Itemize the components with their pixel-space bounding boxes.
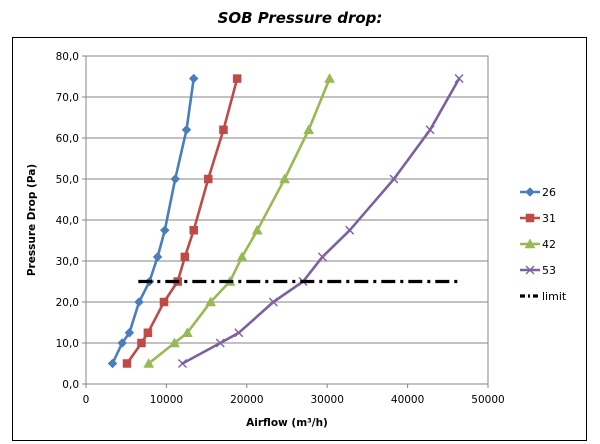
legend-item-31: 31 xyxy=(520,212,556,225)
series-line-42 xyxy=(147,77,331,365)
data-point-26 xyxy=(124,327,135,338)
x-tick-label: 20000 xyxy=(230,394,263,406)
data-point-42 xyxy=(324,73,336,83)
y-tick-label: 30,0 xyxy=(56,256,79,268)
y-tick-label: 10,0 xyxy=(56,338,79,350)
data-point-42 xyxy=(143,357,155,368)
x-tick-label: 40000 xyxy=(391,394,424,406)
data-point-26 xyxy=(188,73,199,84)
data-point-53 xyxy=(454,74,464,84)
series-line-26 xyxy=(111,77,195,365)
x-tick-label: 0 xyxy=(83,394,90,406)
legend-marker xyxy=(525,187,535,197)
data-point-53 xyxy=(317,252,327,262)
data-point-53 xyxy=(425,125,435,135)
y-tick-label: 20,0 xyxy=(56,297,79,309)
chart-title: SOB Pressure drop: xyxy=(217,9,383,27)
legend-label: 53 xyxy=(542,264,556,277)
y-tick-label: 0,0 xyxy=(62,379,79,391)
legend-label: 42 xyxy=(542,238,556,251)
series-26 xyxy=(107,73,199,369)
series-group xyxy=(107,73,464,369)
legend-label: 31 xyxy=(542,212,556,225)
data-point-31 xyxy=(232,74,242,83)
x-tick-label: 50000 xyxy=(471,394,504,406)
series-line-31 xyxy=(125,77,239,365)
data-point-26 xyxy=(134,297,144,307)
data-point-42 xyxy=(205,296,217,307)
data-point-26 xyxy=(107,358,118,369)
data-point-31 xyxy=(159,297,169,307)
series-line-53 xyxy=(181,77,461,365)
x-axis-ticks: 0 10000 20000 30000 40000 50000 xyxy=(83,384,505,406)
data-point-31 xyxy=(122,359,132,368)
series-53 xyxy=(177,74,464,368)
legend-label: 26 xyxy=(542,186,556,199)
data-point-31 xyxy=(203,174,213,184)
data-point-53 xyxy=(215,338,225,348)
data-point-53 xyxy=(177,359,187,368)
x-tick-label: 30000 xyxy=(310,394,343,406)
legend-marker xyxy=(525,265,535,275)
data-point-31 xyxy=(143,328,153,337)
data-point-53 xyxy=(268,297,278,307)
data-point-26 xyxy=(152,252,163,262)
data-point-53 xyxy=(234,328,244,338)
data-point-42 xyxy=(169,337,180,348)
chart-frame xyxy=(12,37,587,441)
legend-item-26: 26 xyxy=(520,186,556,199)
data-point-42 xyxy=(303,124,315,135)
legend-item-42: 42 xyxy=(520,238,556,251)
y-axis-ticks: 0,0 10,0 20,0 30,0 40,0 50,0 60,0 70,0 80,0 xyxy=(56,51,86,391)
legend-label: limit xyxy=(542,290,567,303)
data-point-53 xyxy=(345,225,355,235)
series-42 xyxy=(143,73,336,368)
data-point-42 xyxy=(251,224,263,235)
data-point-42 xyxy=(236,251,248,262)
data-point-31 xyxy=(219,125,228,135)
x-axis-label: Airflow (m³/h) xyxy=(246,417,328,429)
legend-item-53: 53 xyxy=(520,264,556,277)
data-point-26 xyxy=(117,338,128,348)
y-tick-label: 60,0 xyxy=(56,133,79,145)
y-tick-label: 80,0 xyxy=(56,51,79,63)
y-tick-label: 70,0 xyxy=(56,92,79,104)
data-point-26 xyxy=(181,124,192,135)
data-point-31 xyxy=(137,338,146,348)
legend-marker xyxy=(524,238,536,249)
legend: 26 31 42 53 limit xyxy=(520,186,567,303)
legend-marker xyxy=(525,213,535,223)
data-point-31 xyxy=(189,226,198,235)
data-point-26 xyxy=(170,174,181,184)
data-point-53 xyxy=(389,174,399,184)
series-31 xyxy=(122,74,242,368)
data-point-42 xyxy=(181,327,193,337)
legend-item-limit: limit xyxy=(520,290,567,303)
y-tick-label: 50,0 xyxy=(56,174,79,186)
y-axis-label: Pressure Drop (Pa) xyxy=(26,164,38,276)
data-point-31 xyxy=(180,252,190,262)
x-tick-label: 10000 xyxy=(150,394,183,406)
data-point-26 xyxy=(159,225,170,236)
y-tick-label: 40,0 xyxy=(56,215,79,227)
data-point-42 xyxy=(279,173,291,184)
